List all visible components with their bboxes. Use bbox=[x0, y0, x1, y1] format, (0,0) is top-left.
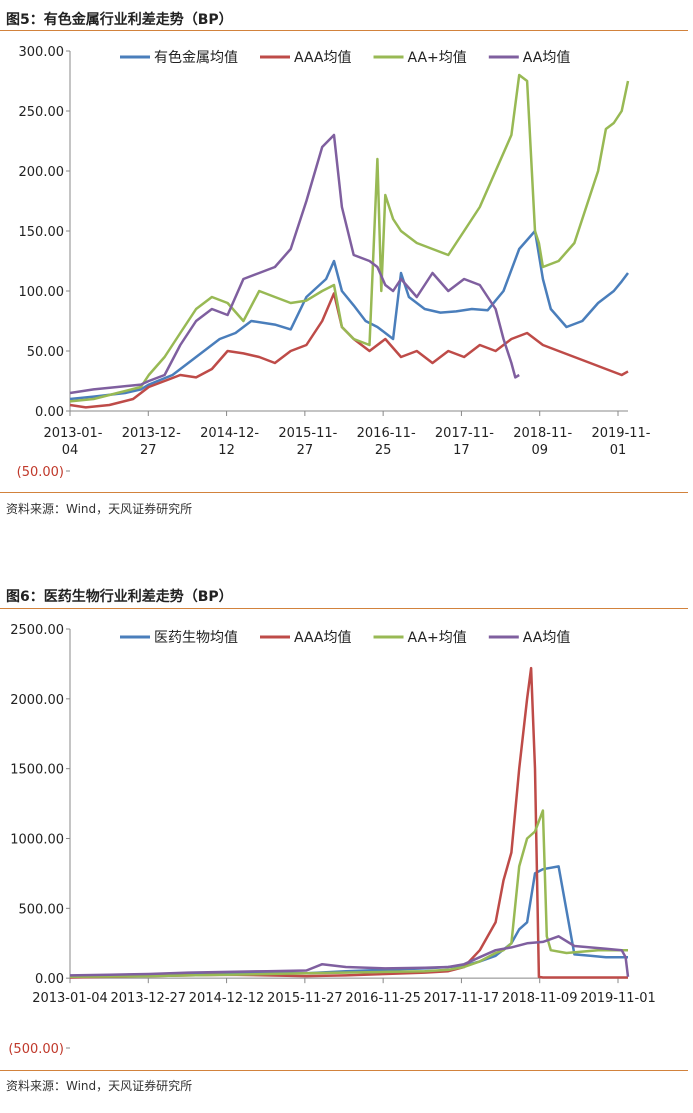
y-tick-label: 0.00 bbox=[35, 405, 64, 420]
x-tick-label: 2017-11-17 bbox=[424, 991, 500, 1006]
x-tick-label: 2018-11- bbox=[513, 426, 572, 441]
y-tick-label: 150.00 bbox=[19, 225, 65, 240]
x-tick-label-line2: 27 bbox=[140, 443, 157, 458]
chart-title: 图6：医药生物行业利差走势（BP） bbox=[6, 589, 233, 605]
x-tick-label: 2016-11-25 bbox=[345, 991, 421, 1006]
x-tick-label-line2: 04 bbox=[62, 443, 79, 458]
series-line bbox=[69, 292, 629, 409]
x-tick-label: 2016-11- bbox=[357, 426, 416, 441]
x-tick-label: 2013-12- bbox=[122, 426, 181, 441]
y-tick-label: (50.00) bbox=[17, 465, 64, 480]
series-line bbox=[69, 133, 520, 395]
x-tick-label-line2: 27 bbox=[297, 443, 314, 458]
source-note: 资料来源：Wind，天风证券研究所 bbox=[6, 1079, 193, 1093]
source-rule bbox=[0, 492, 688, 493]
x-tick-label: 2018-11-09 bbox=[502, 991, 578, 1006]
y-tick-label: 250.00 bbox=[19, 105, 65, 120]
x-tick-label-line2: 01 bbox=[610, 443, 627, 458]
title-rule bbox=[0, 608, 688, 609]
y-tick-label: 100.00 bbox=[19, 285, 65, 300]
x-tick-label: 2013-01- bbox=[43, 426, 102, 441]
x-tick-label: 2014-12- bbox=[200, 426, 259, 441]
y-tick-label: 1500.00 bbox=[10, 763, 64, 778]
y-tick-label: 2000.00 bbox=[10, 693, 64, 708]
x-tick-label: 2019-11- bbox=[591, 426, 650, 441]
legend-label: AA均值 bbox=[523, 630, 571, 646]
x-tick-label: 2019-11-01 bbox=[580, 991, 656, 1006]
title-rule bbox=[0, 30, 688, 31]
x-tick-label: 2015-11-27 bbox=[267, 991, 343, 1006]
series-line bbox=[69, 935, 630, 977]
x-tick-label: 2015-11- bbox=[278, 426, 337, 441]
y-tick-label: 50.00 bbox=[27, 345, 64, 360]
x-tick-label: 2014-12-12 bbox=[189, 991, 265, 1006]
legend-label: AA均值 bbox=[523, 50, 571, 66]
series-line bbox=[69, 73, 630, 403]
series-line bbox=[69, 229, 630, 401]
y-tick-label: 500.00 bbox=[19, 902, 65, 917]
x-tick-label-line2: 17 bbox=[453, 443, 470, 458]
source-rule bbox=[0, 1070, 688, 1071]
x-tick-label: 2017-11- bbox=[435, 426, 494, 441]
y-tick-label: 0.00 bbox=[35, 972, 64, 987]
legend-label: AAA均值 bbox=[294, 50, 352, 66]
x-tick-label-line2: 12 bbox=[218, 443, 235, 458]
y-tick-label: 1000.00 bbox=[10, 833, 64, 848]
chart-6-plot: 2500.00 2000.00 1500.00 1000.00 500.00 0.00 (5… bbox=[8, 623, 656, 1057]
legend-label: 医药生物均值 bbox=[154, 630, 238, 646]
y-tick-label: 300.00 bbox=[19, 45, 65, 60]
y-tick-label: (500.00) bbox=[8, 1042, 64, 1057]
y-tick-label: 2500.00 bbox=[10, 623, 64, 638]
chart-5-plot: 300.00 250.00 200.00 150.00 100.00 50.00 0.00 (… bbox=[17, 45, 651, 480]
legend-label: AA+均值 bbox=[408, 50, 467, 66]
x-tick-label: 2013-01-04 bbox=[32, 991, 108, 1006]
series-line bbox=[69, 809, 628, 979]
x-tick-label-line2: 09 bbox=[531, 443, 548, 458]
legend-label: 有色金属均值 bbox=[154, 49, 238, 66]
chart-title: 图5：有色金属行业利差走势（BP） bbox=[6, 12, 233, 28]
x-tick-label: 2013-12-27 bbox=[111, 991, 187, 1006]
source-note: 资料来源：Wind，天风证券研究所 bbox=[6, 502, 193, 516]
x-tick-label-line2: 25 bbox=[375, 443, 392, 458]
y-tick-label: 200.00 bbox=[19, 165, 65, 180]
legend-label: AAA均值 bbox=[294, 630, 352, 646]
legend-label: AA+均值 bbox=[408, 630, 467, 646]
